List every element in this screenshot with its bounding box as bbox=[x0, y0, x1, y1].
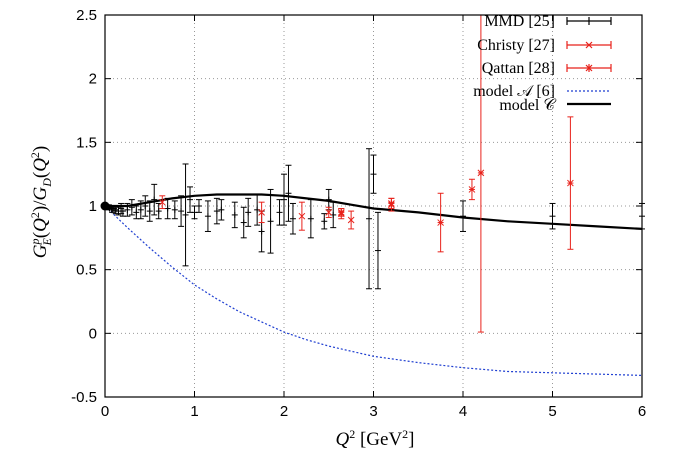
data-point-plus bbox=[374, 211, 381, 290]
legend-sample-mmd bbox=[566, 17, 612, 25]
legend-entry-mmd: MMD [25] bbox=[484, 13, 612, 30]
data-point-cross bbox=[347, 210, 355, 230]
y-axis-title: GpE(Q2)/GD(Q2) bbox=[28, 146, 54, 259]
data-point-star bbox=[388, 197, 395, 210]
data-point-plus bbox=[366, 148, 373, 290]
legend-entry-qattan: Qattan [28] bbox=[482, 60, 612, 77]
data-point-star bbox=[437, 192, 444, 253]
data-point-star bbox=[477, 14, 485, 333]
data-point-plus bbox=[460, 200, 466, 232]
legend: MMD [25] Christy [27] Qattan [28] bbox=[473, 13, 612, 114]
data-point-plus bbox=[178, 195, 185, 227]
data-point-plus bbox=[285, 164, 292, 222]
x-tick-label: 4 bbox=[459, 403, 467, 420]
legend-label-qattan: Qattan [28] bbox=[482, 60, 555, 77]
grid-lines bbox=[105, 15, 642, 397]
data-point-plus bbox=[124, 202, 131, 217]
x-tick-label: 0 bbox=[101, 403, 109, 420]
y-tick-label: 2.5 bbox=[76, 7, 97, 24]
tick-layer: 0 1 2 3 4 5 6-0.500.511.522.5 bbox=[71, 7, 646, 420]
data-point-plus bbox=[151, 183, 158, 216]
x-axis-title: Q2 [GeV2] bbox=[335, 427, 414, 450]
data-point-plus bbox=[307, 199, 314, 239]
series-model-a-curve bbox=[104, 205, 643, 376]
x-tick-label: 6 bbox=[638, 403, 646, 420]
data-point-star bbox=[337, 208, 345, 217]
data-point-plus bbox=[267, 188, 274, 254]
y-tick-label: 0 bbox=[89, 325, 97, 342]
data-point-cross bbox=[298, 201, 306, 231]
legend-label-christy: Christy [27] bbox=[477, 37, 555, 54]
data-point-plus bbox=[142, 195, 149, 217]
data-point-plus bbox=[370, 154, 377, 194]
data-point-star bbox=[567, 116, 574, 250]
data-point-plus bbox=[128, 199, 135, 216]
data-point-plus bbox=[289, 202, 296, 235]
legend-label-mmd: MMD [25] bbox=[484, 13, 555, 30]
data-point-cross bbox=[158, 195, 166, 210]
legend-sample-christy bbox=[566, 41, 612, 49]
data-point-plus bbox=[171, 200, 178, 220]
data-point-plus bbox=[182, 163, 189, 267]
y-tick-label: 0.5 bbox=[76, 262, 97, 279]
legend-sample-qattan bbox=[566, 64, 612, 72]
data-point-cross bbox=[325, 206, 333, 218]
data-point-plus bbox=[195, 199, 202, 213]
x-tick-label: 1 bbox=[190, 403, 198, 420]
data-point-plus bbox=[137, 200, 144, 220]
data-point-plus bbox=[146, 200, 153, 222]
data-point-plus bbox=[549, 202, 556, 230]
x-tick-label: 5 bbox=[548, 403, 556, 420]
legend-entry-model-a: model 𝒜 [6] bbox=[473, 83, 611, 100]
x-tick-label: 3 bbox=[369, 403, 377, 420]
legend-entry-model-c: model 𝒞 bbox=[499, 97, 611, 114]
data-point-plus bbox=[218, 199, 225, 221]
series-model-c-curve bbox=[105, 193, 643, 230]
data-point-plus bbox=[240, 206, 247, 239]
y-tick-label: 2 bbox=[89, 71, 97, 88]
y-tick-label: 1.5 bbox=[76, 134, 97, 151]
y-tick-label: -0.5 bbox=[71, 389, 97, 406]
legend-entry-christy: Christy [27] bbox=[477, 37, 612, 54]
legend-label-model-a: model 𝒜 [6] bbox=[473, 83, 555, 100]
data-point-plus bbox=[321, 213, 328, 230]
data-point-plus bbox=[231, 201, 238, 229]
data-point-plus bbox=[281, 173, 287, 226]
data-point-plus bbox=[164, 197, 171, 220]
legend-label-model-c: model 𝒞 bbox=[499, 97, 556, 114]
data-point-plus bbox=[245, 197, 252, 227]
data-point-plus bbox=[204, 200, 211, 232]
data-point-plus bbox=[213, 197, 220, 225]
data-point-plus bbox=[276, 199, 283, 226]
y-tick-label: 1 bbox=[89, 198, 97, 215]
data-point-star bbox=[468, 178, 476, 201]
x-tick-label: 2 bbox=[280, 403, 288, 420]
data-point-cross bbox=[258, 201, 265, 224]
